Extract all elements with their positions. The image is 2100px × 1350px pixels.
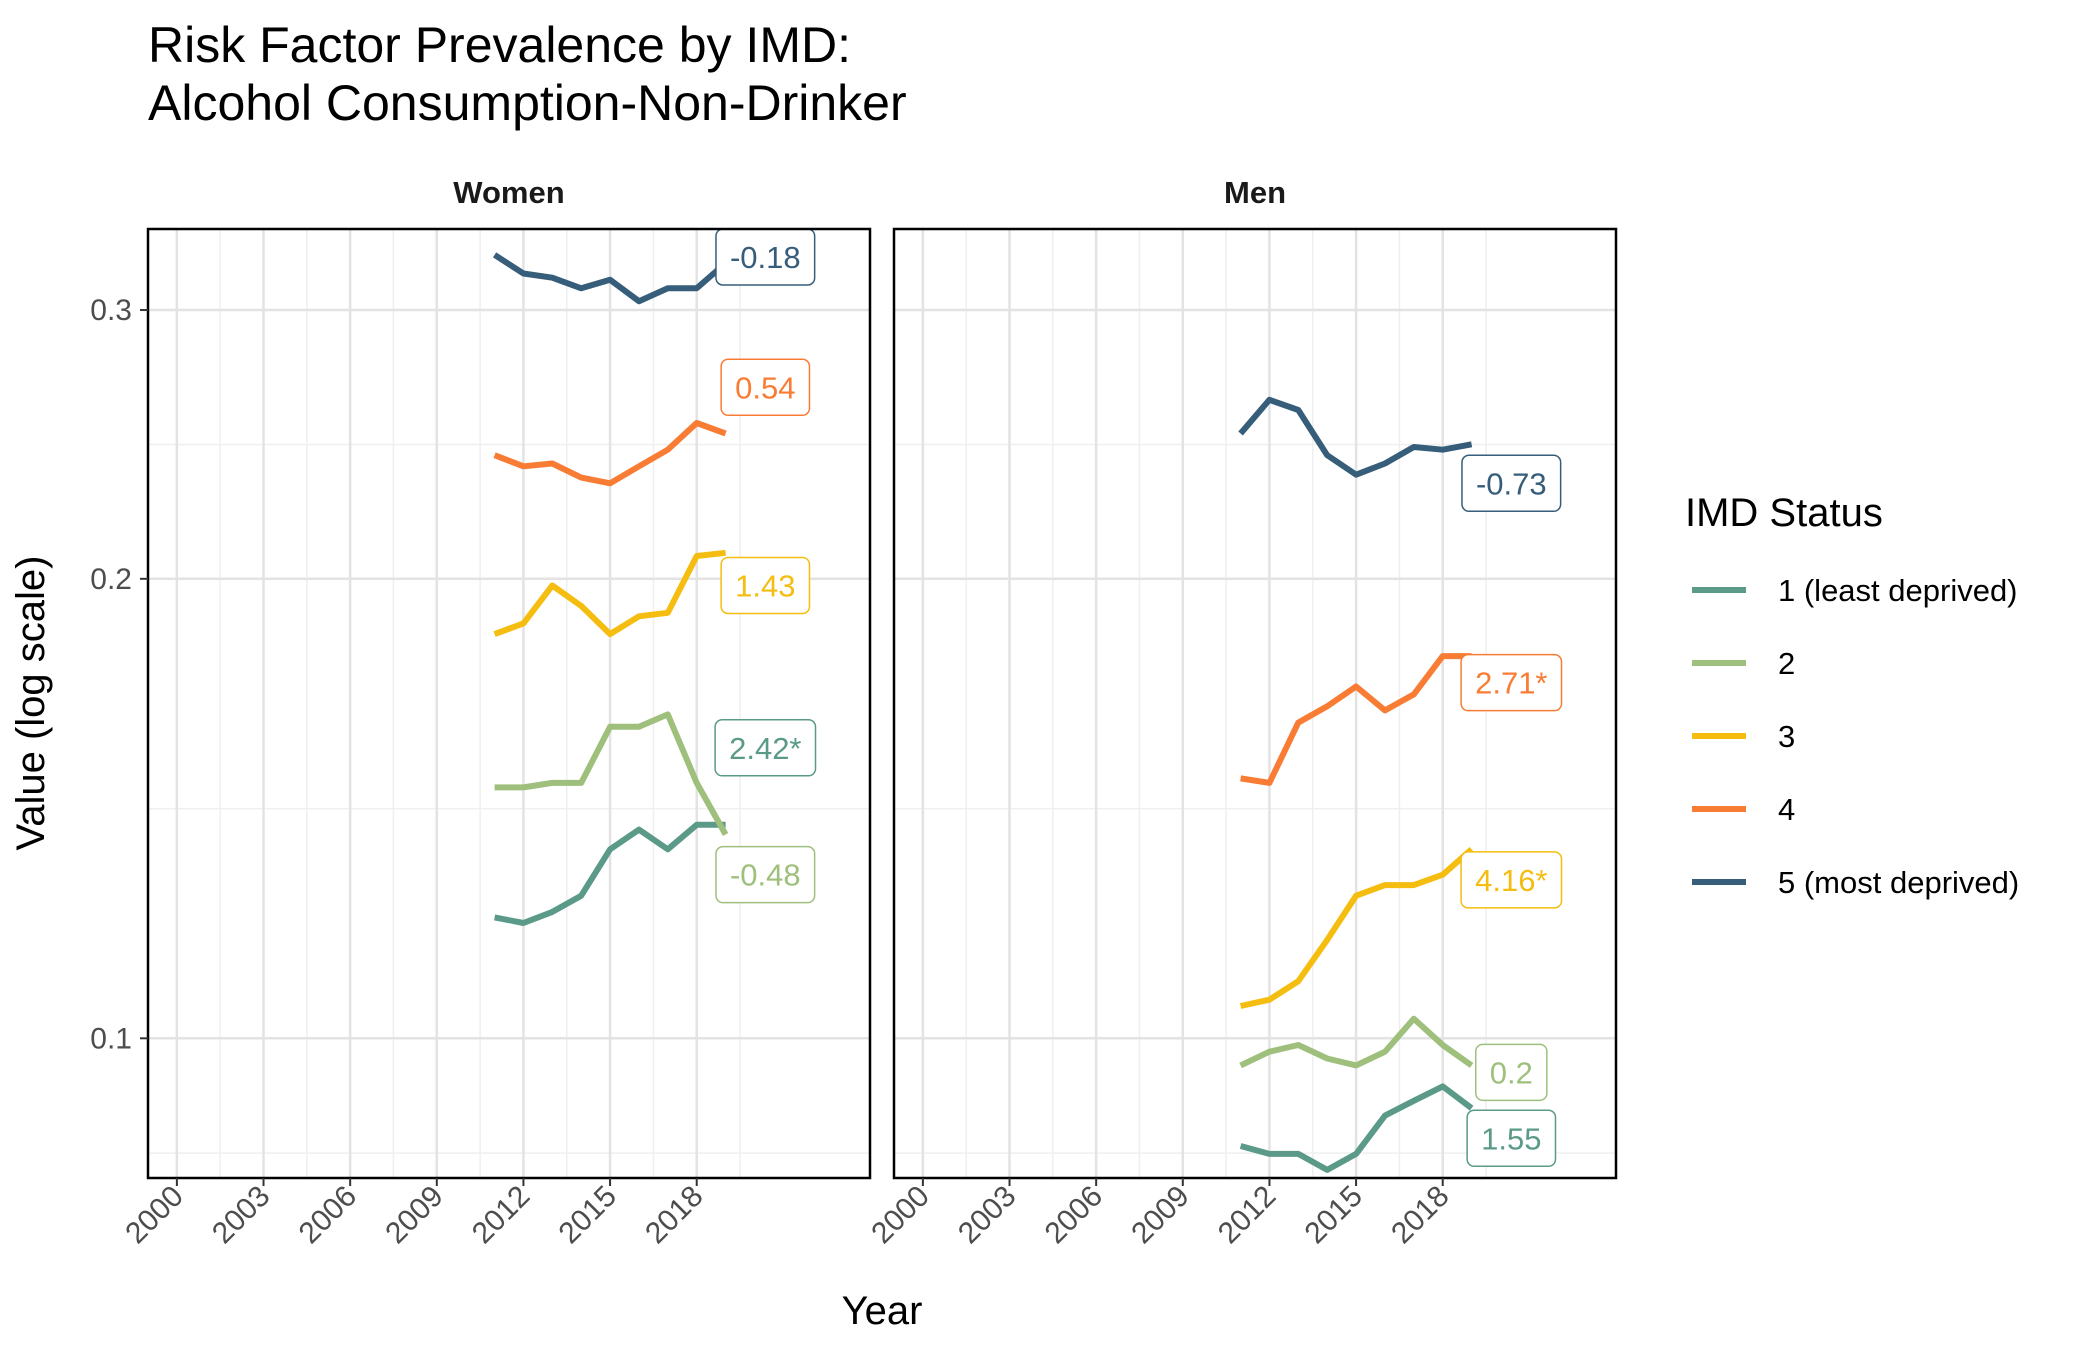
x-axis-ticks-men: 2000 2003 2006 2009 2012 2015 2018 — [865, 1178, 1456, 1251]
trend-label-text: 1.43 — [735, 568, 795, 603]
trend-label-text: -0.48 — [730, 858, 801, 893]
legend-item-imd-3: 3 — [1692, 719, 1795, 754]
trend-label-box — [1460, 851, 1563, 909]
x-tick-label: 2018 — [639, 1180, 710, 1251]
x-tick-label: 2006 — [1039, 1180, 1110, 1251]
trend-label-text: -0.73 — [1476, 466, 1547, 501]
trend-label-women-imd-5: -0.18 — [715, 228, 816, 286]
trend-label-box — [1475, 1043, 1548, 1102]
legend-label: 5 (most deprived) — [1778, 865, 2019, 900]
y-axis-ticks: 0.1 0.2 0.3 — [90, 294, 148, 1055]
x-axis-title: Year — [842, 1289, 923, 1333]
panel-title-men: Men — [1224, 175, 1286, 210]
series-line-men-imd-2 — [1239, 1015, 1474, 1069]
trend-label-women-imd-1: 2.42* — [714, 719, 817, 777]
annotations-women: 2.42* -0.48 1.43 0.54 -0.18 — [714, 228, 817, 904]
y-axis-title: Value (log scale) — [9, 556, 53, 851]
series-line-women-imd-2 — [494, 711, 729, 836]
legend-item-imd-5: 5 (most deprived) — [1692, 865, 2019, 900]
trend-label-men-imd-1: 1.55 — [1466, 1109, 1557, 1168]
x-tick-label: 2003 — [206, 1180, 277, 1251]
trend-label-box — [1466, 1109, 1557, 1168]
grid-men — [894, 229, 1616, 1178]
legend-title: IMD Status — [1685, 491, 1883, 535]
x-tick-label: 2015 — [1298, 1180, 1369, 1251]
x-tick-label: 2009 — [379, 1180, 450, 1251]
panel-women: Women 2.42*-0.481.430.54-0.18 2000 2003 20… — [90, 175, 872, 1251]
y-tick-label: 0.2 — [90, 563, 132, 596]
series-line-women-imd-3 — [493, 549, 726, 638]
legend-label: 3 — [1778, 719, 1795, 754]
x-tick-label: 2015 — [552, 1180, 623, 1251]
chart-title-line-2: Alcohol Consumption-Non-Drinker — [148, 75, 907, 131]
series-line-men-imd-4 — [1240, 653, 1472, 786]
series-line-men-imd-1 — [1239, 1083, 1474, 1173]
legend-item-imd-2: 2 — [1692, 646, 1795, 681]
trend-label-box — [1460, 653, 1563, 712]
trend-label-women-imd-4: 0.54 — [720, 358, 811, 417]
panel-men: Men 1.550.24.16*2.71*-0.73 2000 2003 2006 2… — [865, 175, 1618, 1251]
series-women — [492, 252, 729, 926]
trend-label-box — [715, 845, 816, 904]
panel-border-men — [892, 227, 1618, 1180]
trend-label-text: 1.55 — [1481, 1121, 1541, 1156]
x-tick-label: 2012 — [466, 1180, 537, 1251]
trend-label-box — [1461, 454, 1562, 513]
panel-border-women — [146, 227, 872, 1180]
series-line-women-imd-5 — [492, 252, 728, 305]
x-tick-label: 2000 — [865, 1180, 936, 1251]
legend-label: 1 (least deprived) — [1778, 573, 2018, 608]
trend-label-men-imd-5: -0.73 — [1461, 454, 1562, 513]
panel-title-women: Women — [453, 175, 564, 210]
series-line-women-imd-1 — [494, 821, 726, 926]
series-line-men-imd-3 — [1239, 847, 1474, 1009]
x-tick-label: 2006 — [293, 1180, 364, 1251]
trend-label-text: 0.2 — [1490, 1055, 1533, 1090]
legend-items: 1 (least deprived) 2 3 4 5 (most deprived) — [1692, 573, 2019, 900]
trend-label-box — [714, 719, 817, 777]
x-tick-label: 2012 — [1212, 1180, 1283, 1251]
x-axis-ticks-women: 2000 2003 2006 2009 2012 2015 2018 — [119, 1178, 710, 1251]
trend-label-women-imd-2: -0.48 — [715, 845, 816, 904]
annotations-men: 1.55 0.2 4.16* 2.71* -0.73 — [1460, 454, 1563, 1168]
trend-label-text: 2.71* — [1475, 666, 1547, 701]
y-tick-label: 0.3 — [90, 294, 132, 327]
x-tick-label: 2009 — [1125, 1180, 1196, 1251]
legend-label: 4 — [1778, 792, 1795, 827]
trend-label-text: -0.18 — [730, 240, 801, 275]
series-line-women-imd-4 — [493, 420, 727, 487]
chart-title: Risk Factor Prevalence by IMD: Alcohol C… — [148, 17, 907, 131]
trend-label-box — [720, 358, 811, 417]
trend-label-box — [720, 556, 811, 615]
series-line-men-imd-5 — [1238, 396, 1473, 478]
trend-label-text: 4.16* — [1475, 863, 1547, 898]
trend-label-text: 2.42* — [729, 731, 801, 766]
trend-label-men-imd-4: 2.71* — [1460, 653, 1563, 712]
series-men — [1238, 396, 1474, 1173]
trend-label-men-imd-3: 4.16* — [1460, 851, 1563, 909]
x-tick-label: 2018 — [1385, 1180, 1456, 1251]
x-tick-label: 2000 — [119, 1180, 190, 1251]
trend-label-men-imd-2: 0.2 — [1475, 1043, 1548, 1102]
legend-item-imd-1: 1 (least deprived) — [1692, 573, 2018, 608]
legend-label: 2 — [1778, 646, 1795, 681]
x-tick-label: 2003 — [952, 1180, 1023, 1251]
chart-title-line-1: Risk Factor Prevalence by IMD: — [148, 17, 851, 73]
trend-label-women-imd-3: 1.43 — [720, 556, 811, 615]
legend-item-imd-4: 4 — [1692, 792, 1795, 827]
grid-women — [148, 229, 870, 1178]
trend-label-text: 0.54 — [735, 370, 795, 405]
legend: IMD Status 1 (least deprived) 2 3 4 5 (most … — [1685, 491, 2019, 900]
y-tick-label: 0.1 — [90, 1022, 132, 1055]
